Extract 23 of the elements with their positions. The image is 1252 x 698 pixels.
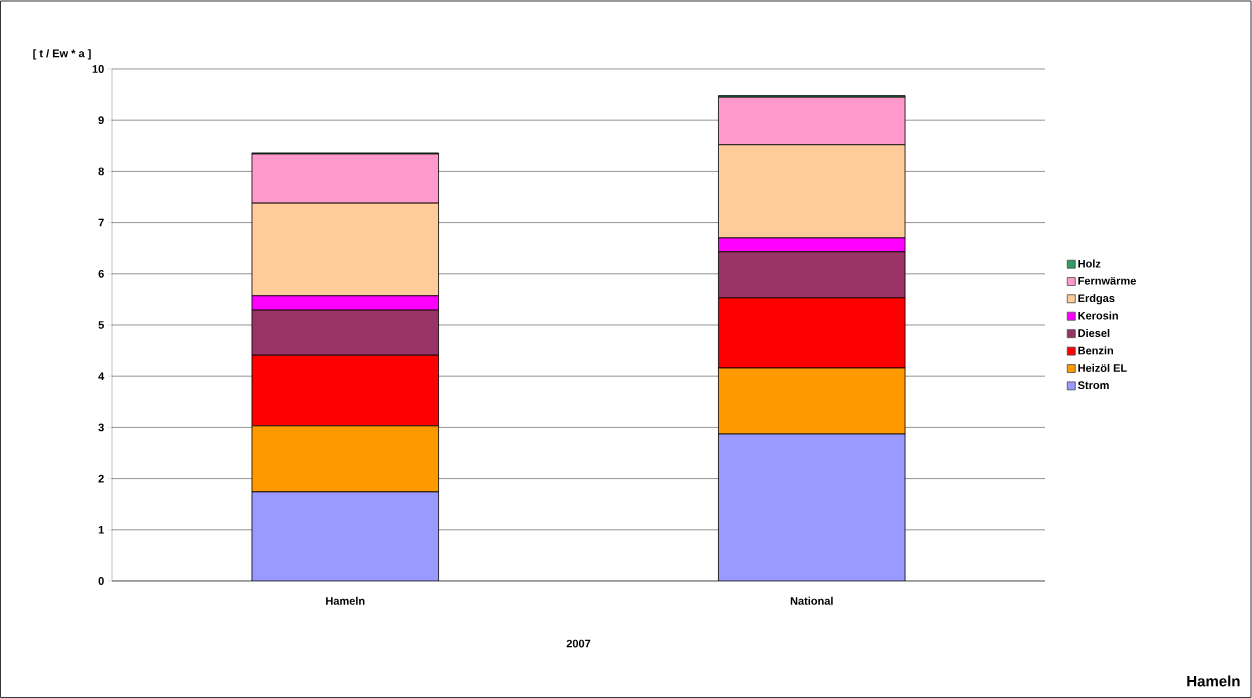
legend-label: Strom [1077, 381, 1109, 390]
y-tick-label: 8 [98, 167, 104, 176]
y-tick-label: 10 [92, 65, 104, 73]
y-tick-label: 6 [98, 269, 104, 278]
y-tick-label: 4 [98, 372, 105, 380]
legend-label: Benzin [1078, 346, 1114, 355]
legend-label: Holz [1078, 259, 1101, 268]
x-axis-title: 2007 [566, 639, 591, 648]
y-tick-label: 2 [98, 474, 104, 483]
y-tick-label: 9 [98, 116, 104, 125]
y-tick-label: 3 [98, 423, 104, 432]
text: Hameln [1187, 675, 1240, 687]
x-tick-label: National [790, 596, 833, 605]
y-tick-label: 5 [98, 321, 104, 329]
legend-label: Diesel [1078, 328, 1110, 338]
legend-label: Kerosin [1078, 311, 1118, 320]
y-tick-label: 7 [98, 218, 104, 227]
y-tick-label: 0 [98, 577, 104, 585]
y-axis-title: [ t / Ew * a ] [33, 49, 91, 60]
y-tick-label: 1 [98, 526, 104, 534]
legend-label: Erdgas [1078, 294, 1115, 305]
legend-label: Heizöl EL [1078, 363, 1127, 372]
legend-label: Fernwärme [1078, 276, 1136, 285]
